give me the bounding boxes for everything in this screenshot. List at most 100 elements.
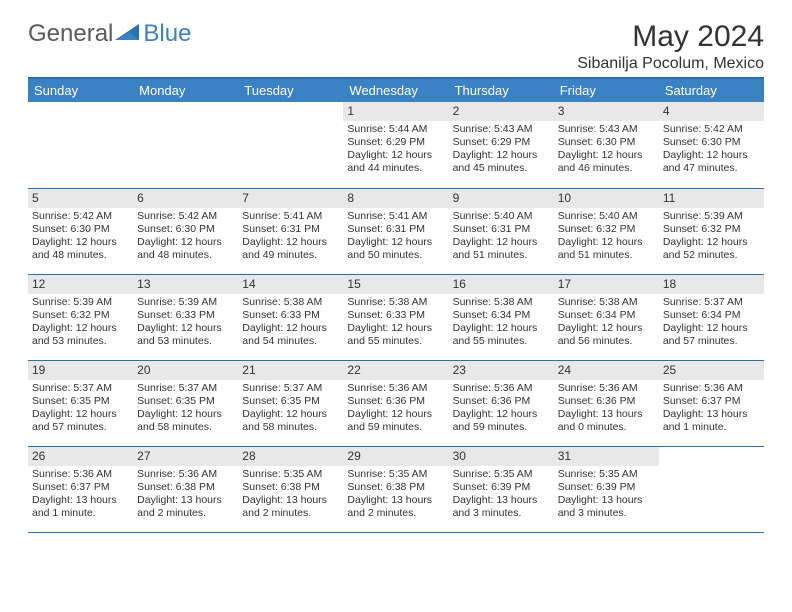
daylight-text: and 56 minutes. bbox=[558, 335, 655, 348]
daylight-text: Daylight: 12 hours bbox=[242, 408, 339, 421]
sunrise-text: Sunrise: 5:36 AM bbox=[347, 382, 444, 395]
sunrise-text: Sunrise: 5:44 AM bbox=[347, 123, 444, 136]
header: General Blue May 2024 Sibanilja Pocolum,… bbox=[28, 20, 764, 73]
daylight-text: and 1 minute. bbox=[663, 421, 760, 434]
sunrise-text: Sunrise: 5:37 AM bbox=[242, 382, 339, 395]
sunrise-text: Sunrise: 5:36 AM bbox=[663, 382, 760, 395]
daylight-text: Daylight: 13 hours bbox=[137, 494, 234, 507]
daylight-text: and 58 minutes. bbox=[242, 421, 339, 434]
daylight-text: Daylight: 13 hours bbox=[242, 494, 339, 507]
sunset-text: Sunset: 6:31 PM bbox=[347, 223, 444, 236]
calendar-day-cell: 16Sunrise: 5:38 AMSunset: 6:34 PMDayligh… bbox=[449, 274, 554, 360]
sunset-text: Sunset: 6:36 PM bbox=[453, 395, 550, 408]
daylight-text: and 50 minutes. bbox=[347, 249, 444, 262]
calendar-day-cell: 2Sunrise: 5:43 AMSunset: 6:29 PMDaylight… bbox=[449, 102, 554, 188]
sunset-text: Sunset: 6:39 PM bbox=[558, 481, 655, 494]
daylight-text: Daylight: 12 hours bbox=[558, 322, 655, 335]
day-number: 6 bbox=[133, 189, 238, 208]
dow-friday: Friday bbox=[554, 78, 659, 102]
sunrise-text: Sunrise: 5:43 AM bbox=[558, 123, 655, 136]
sunrise-text: Sunrise: 5:41 AM bbox=[242, 210, 339, 223]
sunrise-text: Sunrise: 5:42 AM bbox=[137, 210, 234, 223]
daylight-text: Daylight: 12 hours bbox=[347, 236, 444, 249]
day-number: 20 bbox=[133, 361, 238, 380]
calendar-week-row: 26Sunrise: 5:36 AMSunset: 6:37 PMDayligh… bbox=[28, 446, 764, 532]
day-number: 25 bbox=[659, 361, 764, 380]
daylight-text: and 59 minutes. bbox=[453, 421, 550, 434]
daylight-text: Daylight: 12 hours bbox=[137, 408, 234, 421]
calendar-day-cell: 1Sunrise: 5:44 AMSunset: 6:29 PMDaylight… bbox=[343, 102, 448, 188]
sunset-text: Sunset: 6:33 PM bbox=[242, 309, 339, 322]
day-number: 11 bbox=[659, 189, 764, 208]
calendar-day-cell: 9Sunrise: 5:40 AMSunset: 6:31 PMDaylight… bbox=[449, 188, 554, 274]
sunset-text: Sunset: 6:34 PM bbox=[453, 309, 550, 322]
daylight-text: and 3 minutes. bbox=[558, 507, 655, 520]
sunrise-text: Sunrise: 5:35 AM bbox=[453, 468, 550, 481]
dow-saturday: Saturday bbox=[659, 78, 764, 102]
sunrise-text: Sunrise: 5:43 AM bbox=[453, 123, 550, 136]
calendar-day-cell: 4Sunrise: 5:42 AMSunset: 6:30 PMDaylight… bbox=[659, 102, 764, 188]
daylight-text: and 59 minutes. bbox=[347, 421, 444, 434]
daylight-text: Daylight: 12 hours bbox=[663, 236, 760, 249]
calendar-day-cell: 3Sunrise: 5:43 AMSunset: 6:30 PMDaylight… bbox=[554, 102, 659, 188]
calendar-day-cell: 13Sunrise: 5:39 AMSunset: 6:33 PMDayligh… bbox=[133, 274, 238, 360]
calendar-day-cell: 7Sunrise: 5:41 AMSunset: 6:31 PMDaylight… bbox=[238, 188, 343, 274]
sunrise-text: Sunrise: 5:37 AM bbox=[663, 296, 760, 309]
month-title: May 2024 bbox=[577, 20, 764, 53]
days-of-week-row: Sunday Monday Tuesday Wednesday Thursday… bbox=[28, 78, 764, 102]
dow-sunday: Sunday bbox=[28, 78, 133, 102]
day-number: 4 bbox=[659, 102, 764, 121]
calendar-body: 1Sunrise: 5:44 AMSunset: 6:29 PMDaylight… bbox=[28, 102, 764, 532]
sunset-text: Sunset: 6:38 PM bbox=[347, 481, 444, 494]
sunset-text: Sunset: 6:33 PM bbox=[137, 309, 234, 322]
calendar-day-cell: 24Sunrise: 5:36 AMSunset: 6:36 PMDayligh… bbox=[554, 360, 659, 446]
daylight-text: Daylight: 12 hours bbox=[453, 149, 550, 162]
daylight-text: Daylight: 12 hours bbox=[347, 322, 444, 335]
sunset-text: Sunset: 6:37 PM bbox=[663, 395, 760, 408]
sunset-text: Sunset: 6:30 PM bbox=[663, 136, 760, 149]
day-number: 24 bbox=[554, 361, 659, 380]
calendar-day-cell: 31Sunrise: 5:35 AMSunset: 6:39 PMDayligh… bbox=[554, 446, 659, 532]
daylight-text: and 52 minutes. bbox=[663, 249, 760, 262]
day-number: 19 bbox=[28, 361, 133, 380]
calendar-day-cell: 22Sunrise: 5:36 AMSunset: 6:36 PMDayligh… bbox=[343, 360, 448, 446]
daylight-text: and 2 minutes. bbox=[242, 507, 339, 520]
daylight-text: Daylight: 13 hours bbox=[663, 408, 760, 421]
sunrise-text: Sunrise: 5:38 AM bbox=[558, 296, 655, 309]
calendar-day-cell: 28Sunrise: 5:35 AMSunset: 6:38 PMDayligh… bbox=[238, 446, 343, 532]
sunset-text: Sunset: 6:35 PM bbox=[137, 395, 234, 408]
sunrise-text: Sunrise: 5:38 AM bbox=[347, 296, 444, 309]
daylight-text: and 0 minutes. bbox=[558, 421, 655, 434]
daylight-text: and 46 minutes. bbox=[558, 162, 655, 175]
daylight-text: Daylight: 12 hours bbox=[558, 236, 655, 249]
sunrise-text: Sunrise: 5:37 AM bbox=[32, 382, 129, 395]
calendar-week-row: 19Sunrise: 5:37 AMSunset: 6:35 PMDayligh… bbox=[28, 360, 764, 446]
sunset-text: Sunset: 6:31 PM bbox=[453, 223, 550, 236]
sunrise-text: Sunrise: 5:36 AM bbox=[137, 468, 234, 481]
day-number: 26 bbox=[28, 447, 133, 466]
day-number: 31 bbox=[554, 447, 659, 466]
daylight-text: and 48 minutes. bbox=[137, 249, 234, 262]
sunset-text: Sunset: 6:32 PM bbox=[558, 223, 655, 236]
calendar-week-row: 5Sunrise: 5:42 AMSunset: 6:30 PMDaylight… bbox=[28, 188, 764, 274]
daylight-text: Daylight: 12 hours bbox=[32, 236, 129, 249]
daylight-text: Daylight: 12 hours bbox=[663, 149, 760, 162]
day-number: 8 bbox=[343, 189, 448, 208]
sunrise-text: Sunrise: 5:35 AM bbox=[347, 468, 444, 481]
dow-tuesday: Tuesday bbox=[238, 78, 343, 102]
daylight-text: and 3 minutes. bbox=[453, 507, 550, 520]
sunrise-text: Sunrise: 5:41 AM bbox=[347, 210, 444, 223]
day-number: 18 bbox=[659, 275, 764, 294]
calendar-day-cell: 23Sunrise: 5:36 AMSunset: 6:36 PMDayligh… bbox=[449, 360, 554, 446]
sunrise-text: Sunrise: 5:38 AM bbox=[242, 296, 339, 309]
calendar-day-cell: 14Sunrise: 5:38 AMSunset: 6:33 PMDayligh… bbox=[238, 274, 343, 360]
sunrise-text: Sunrise: 5:39 AM bbox=[32, 296, 129, 309]
day-number: 2 bbox=[449, 102, 554, 121]
daylight-text: and 54 minutes. bbox=[242, 335, 339, 348]
day-number: 5 bbox=[28, 189, 133, 208]
calendar-day-cell: 8 Sunrise: 5:41 AMSunset: 6:31 PMDaylight… bbox=[343, 188, 448, 274]
daylight-text: Daylight: 13 hours bbox=[558, 408, 655, 421]
daylight-text: Daylight: 12 hours bbox=[137, 322, 234, 335]
sunrise-text: Sunrise: 5:39 AM bbox=[137, 296, 234, 309]
day-number: 10 bbox=[554, 189, 659, 208]
